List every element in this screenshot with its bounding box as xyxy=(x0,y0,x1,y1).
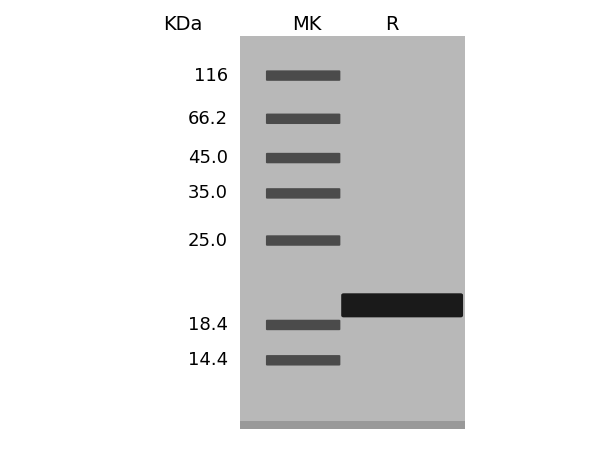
Text: MK: MK xyxy=(292,15,322,35)
Text: 116: 116 xyxy=(194,67,228,84)
Text: 45.0: 45.0 xyxy=(188,149,228,167)
Text: 66.2: 66.2 xyxy=(188,110,228,128)
FancyBboxPatch shape xyxy=(266,70,340,81)
Text: 25.0: 25.0 xyxy=(188,232,228,250)
Bar xyxy=(240,421,465,429)
Text: KDa: KDa xyxy=(163,15,202,35)
FancyBboxPatch shape xyxy=(266,114,340,124)
FancyBboxPatch shape xyxy=(341,293,463,317)
FancyBboxPatch shape xyxy=(266,188,340,199)
Text: 35.0: 35.0 xyxy=(188,184,228,202)
Text: 18.4: 18.4 xyxy=(188,316,228,334)
Bar xyxy=(240,36,465,429)
FancyBboxPatch shape xyxy=(266,320,340,330)
FancyBboxPatch shape xyxy=(266,355,340,365)
FancyBboxPatch shape xyxy=(266,235,340,246)
Text: 14.4: 14.4 xyxy=(188,351,228,369)
FancyBboxPatch shape xyxy=(266,153,340,163)
Text: R: R xyxy=(385,15,399,35)
